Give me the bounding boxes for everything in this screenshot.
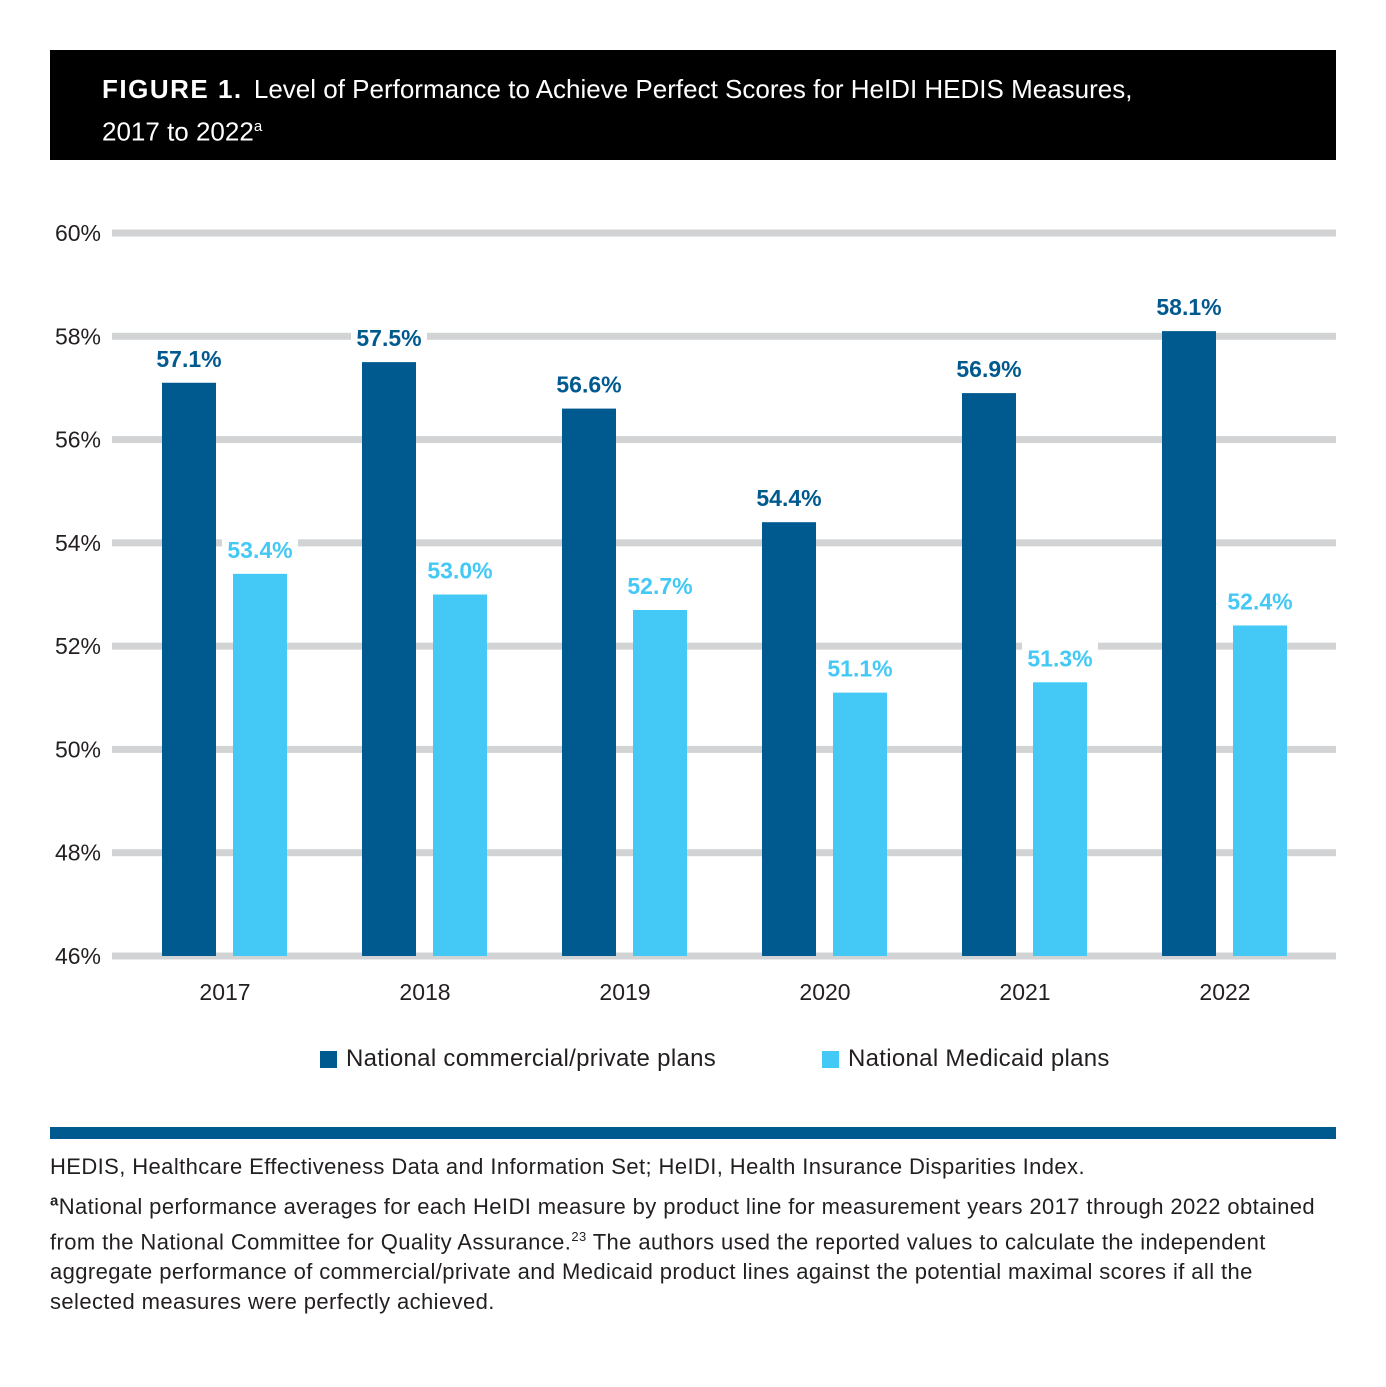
figure-title-line1: FIGURE 1. Level of Performance to Achiev…	[102, 72, 1284, 106]
y-tick-label: 60%	[55, 220, 101, 246]
x-tick-label: 2022	[1199, 979, 1250, 1005]
y-axis-tick-labels: 46% 48% 50% 52% 54% 56% 58% 60%	[55, 220, 101, 969]
value-label-background	[1222, 584, 1298, 617]
figure-title: Level of Performance to Achieve Perfect …	[253, 74, 1133, 104]
value-label-background	[622, 568, 698, 601]
bar-value-label: 54.4%	[756, 485, 821, 511]
figure-title-years: 2017 to 2022	[102, 116, 254, 147]
bar-medicaid	[233, 573, 287, 956]
y-tick-label: 52%	[55, 633, 101, 659]
y-tick-label: 48%	[55, 840, 101, 866]
bar-medicaid	[1233, 625, 1287, 956]
bar-medicaid	[433, 594, 487, 956]
figure-footnotes: HEDIS, Healthcare Effectiveness Data and…	[50, 1152, 1340, 1317]
bar-commercial	[362, 362, 416, 956]
source-note-text-1: National performance averages for each H…	[50, 1194, 1316, 1255]
legend-swatch-commercial	[320, 1050, 337, 1068]
bar-value-label: 52.7%	[627, 573, 692, 599]
bar-commercial	[962, 393, 1016, 956]
bar-value-label: 56.9%	[956, 356, 1021, 382]
gridline	[112, 332, 1336, 340]
y-tick-label: 54%	[55, 530, 101, 556]
source-note-reference: 23	[571, 1229, 587, 1244]
y-tick-label: 56%	[55, 427, 101, 453]
value-label-background	[351, 321, 427, 354]
bar-value-label: 51.3%	[1027, 645, 1092, 671]
abbreviations-note: HEDIS, Healthcare Effectiveness Data and…	[50, 1154, 1085, 1179]
bar-value-label: 57.1%	[156, 346, 221, 372]
bar-value-labels: 57.1% 53.4% 57.5% 53.0% 56.6% 52.7% 54.4% 51.1%…	[151, 290, 1298, 684]
x-tick-label: 2018	[399, 979, 450, 1005]
bar-value-label: 53.0%	[427, 558, 492, 584]
value-label-background	[1022, 641, 1098, 674]
x-tick-label: 2020	[799, 979, 850, 1005]
value-label-background	[151, 341, 227, 374]
bar-commercial	[762, 522, 816, 956]
value-label-background	[822, 651, 898, 684]
value-label-background	[751, 481, 827, 514]
gridline	[112, 849, 1336, 857]
y-tick-label: 58%	[55, 323, 101, 349]
legend-swatch-medicaid	[822, 1050, 839, 1068]
bar-chart: 46% 48% 50% 52% 54% 56% 58% 60% 57.1% 53.4% 57.5%…	[55, 220, 1336, 1005]
value-label-background	[551, 367, 627, 400]
gridline	[112, 642, 1336, 650]
value-label-background	[222, 532, 298, 565]
bar-medicaid	[633, 609, 687, 956]
bars	[162, 331, 1287, 957]
legend-label-medicaid: National Medicaid plans	[848, 1045, 1110, 1072]
title-footnote-marker: a	[253, 118, 263, 135]
value-label-background	[1151, 290, 1227, 323]
bar-commercial	[562, 408, 616, 957]
bar-medicaid	[833, 692, 887, 956]
x-axis-tick-labels: 2017 2018 2019 2020 2021 2022	[199, 979, 1250, 1005]
y-tick-label: 50%	[55, 736, 101, 762]
value-label-background	[422, 553, 498, 586]
legend-label-commercial: National commercial/private plans	[346, 1045, 717, 1072]
footnote-divider	[50, 1127, 1336, 1139]
bar-commercial	[1162, 331, 1216, 956]
x-tick-label: 2019	[599, 979, 650, 1005]
x-tick-label: 2021	[999, 979, 1050, 1005]
chart-legend: National commercial/private plans Nation…	[0, 1045, 1386, 1077]
figure-header: FIGURE 1. Level of Performance to Achiev…	[50, 50, 1336, 160]
bar-value-label: 56.6%	[556, 372, 621, 398]
gridline	[112, 229, 1336, 237]
source-note-text-2: The authors used the reported values to …	[50, 1229, 1266, 1315]
legend-item-commercial: National commercial/private plans	[320, 1045, 716, 1073]
legend-item-medicaid: National Medicaid plans	[822, 1045, 1110, 1073]
bar-value-label: 58.1%	[1156, 294, 1221, 320]
source-note-marker: a	[50, 1192, 59, 1210]
bar-value-label: 53.4%	[227, 537, 292, 563]
gridline	[112, 436, 1336, 444]
bar-value-label: 57.5%	[356, 325, 421, 351]
figure-title-line2: 2017 to 2022a	[102, 110, 1284, 149]
figure-label: FIGURE 1.	[102, 74, 243, 104]
x-tick-label: 2017	[199, 979, 250, 1005]
gridline	[112, 539, 1336, 547]
gridline	[112, 745, 1336, 753]
bar-medicaid	[1033, 682, 1087, 956]
bar-value-label: 51.1%	[827, 656, 892, 682]
gridlines	[112, 229, 1336, 960]
gridline	[112, 952, 1336, 960]
value-label-background	[951, 352, 1027, 385]
y-tick-label: 46%	[55, 943, 101, 969]
bar-value-label: 52.4%	[1227, 588, 1292, 614]
bar-commercial	[162, 382, 216, 956]
source-note: aNational performance averages for each …	[50, 1192, 1340, 1317]
